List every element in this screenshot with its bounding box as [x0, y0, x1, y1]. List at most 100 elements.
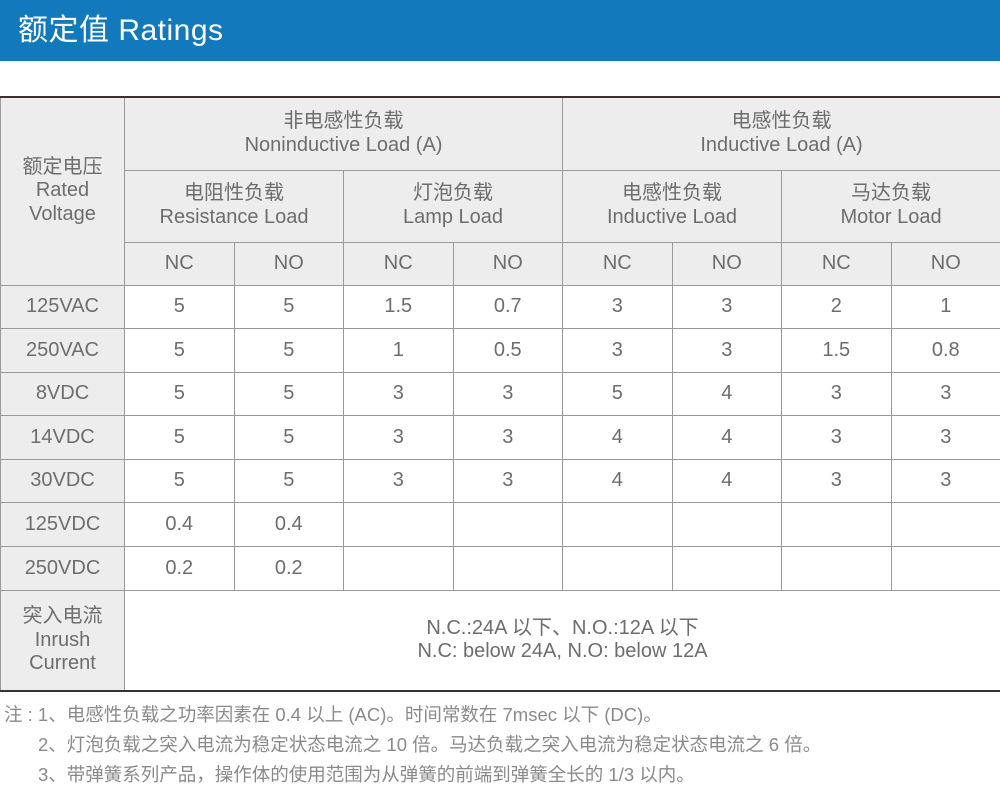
row-voltage-label: 250VAC [0, 328, 125, 373]
header-contact-2: NC [343, 241, 454, 286]
header-subgroup-lamp-load-cn: 灯泡负载 [413, 182, 493, 205]
cell-value [343, 502, 454, 548]
cell-value: 3 [452, 458, 564, 504]
header-subgroup-inductive-load-cn: 电感性负载 [622, 182, 723, 205]
table-row-inrush: 突入电流 Inrush Current N.C.:24A 以下、N.O.:12A… [0, 589, 1000, 693]
cell-value: 3 [343, 415, 454, 460]
header-group-noninductive-cn: 非电感性负载 [283, 110, 404, 133]
page-banner: 额定值 Ratings [0, 0, 1000, 61]
cell-value: 5 [233, 284, 344, 330]
cell-value: 1.5 [781, 328, 892, 373]
cell-value: 5 [233, 328, 344, 373]
cell-value: 3 [452, 371, 564, 417]
footnote-3: 3、带弹簧系列产品，操作体的使用范围为从弹簧的前端到弹簧全长的 1/3 以内。 [38, 763, 695, 785]
inrush-label-cn: 突入电流 [22, 605, 103, 628]
row-label-inrush-current: 突入电流 Inrush Current [0, 589, 125, 693]
cell-value: 5 [562, 371, 673, 417]
cell-value: 0.5 [452, 328, 564, 373]
ratings-table: 额定电压 Rated Voltage 非电感性负载 Noninductive L… [0, 96, 1000, 693]
header-subgroup-lamp-load-en: Lamp Load [402, 206, 504, 228]
cell-value [781, 502, 892, 548]
header-subgroup-inductive-load-en: Inductive Load [606, 206, 738, 228]
cell-value [671, 546, 783, 591]
cell-value: 5 [124, 328, 235, 373]
cell-value [562, 546, 673, 591]
cell-value: 5 [124, 458, 235, 504]
inrush-label-en1: Inrush [34, 628, 91, 651]
cell-value: 0.7 [452, 284, 564, 330]
header-subgroup-inductive-load: 电感性负载 Inductive Load [562, 169, 783, 243]
cell-value: 3 [890, 371, 1000, 417]
header-contact-5: NO [671, 241, 783, 286]
table-header-row-contacts: NC NO NC NO NC NO NC NO [1, 241, 1000, 286]
table-row: 125VDC 0.4 0.4 [0, 502, 1000, 548]
cell-value: 2 [781, 284, 892, 330]
cell-value: 0.4 [124, 502, 235, 548]
header-contact-6: NC [781, 241, 892, 286]
page-title: 额定值 Ratings [18, 13, 224, 47]
header-subgroup-resistance-load-en: Resistance Load [159, 206, 309, 228]
header-subgroup-motor-load: 马达负载 Motor Load [781, 169, 1000, 243]
cell-value: 1 [343, 328, 454, 373]
cell-value [890, 546, 1000, 591]
header-contact-4: NC [562, 241, 673, 286]
table-header-row-groups: 额定电压 Rated Voltage 非电感性负载 Noninductive L… [0, 96, 1000, 286]
header-subgroup-motor-load-en: Motor Load [840, 206, 942, 228]
row-voltage-label: 250VDC [0, 546, 125, 591]
table-row: 250VDC 0.2 0.2 [0, 546, 1000, 591]
header-rated-voltage-en2: Voltage [29, 203, 96, 226]
cell-value: 5 [124, 284, 235, 330]
table-row: 8VDC 5 5 3 3 5 4 3 3 [0, 371, 1000, 417]
cell-value: 3 [562, 328, 673, 373]
cell-value: 5 [233, 371, 344, 417]
header-contact-1: NO [233, 241, 344, 286]
cell-value: 5 [124, 415, 235, 460]
table-row: 125VAC 5 5 1.5 0.7 3 3 2 1 [0, 284, 1000, 330]
row-voltage-label: 8VDC [0, 371, 125, 417]
cell-value [890, 502, 1000, 548]
row-voltage-label: 125VAC [0, 284, 125, 330]
cell-value: 0.8 [890, 328, 1000, 373]
header-subgroup-resistance-load: 电阻性负载 Resistance Load [124, 169, 344, 243]
table-row: 14VDC 5 5 3 3 4 4 3 3 [0, 415, 1000, 460]
cell-value: 3 [562, 284, 673, 330]
cell-value: 3 [781, 371, 892, 417]
footnote-2: 2、灯泡负载之突入电流为稳定状态电流之 10 倍。马达负载之突入电流为稳定状态电… [38, 733, 822, 755]
header-rated-voltage-cn: 额定电压 [22, 155, 103, 178]
footnotes: 注 : 1、电感性负载之功率因素在 0.4 以上 (AC)。时间常数在 7mse… [0, 700, 1000, 790]
header-group-inductive-cn: 电感性负载 [731, 110, 832, 133]
cell-value: 1 [890, 284, 1000, 330]
cell-value: 3 [671, 284, 783, 330]
inrush-value-cn: N.C.:24A 以下、N.O.:12A 以下 [426, 616, 699, 639]
header-group-inductive-en: Inductive Load (A) [700, 133, 863, 156]
header-group-noninductive: 非电感性负载 Noninductive Load (A) [123, 96, 564, 171]
cell-value: 3 [671, 328, 783, 373]
cell-value: 4 [671, 458, 783, 504]
header-subgroup-resistance-load-cn: 电阻性负载 [184, 182, 284, 205]
cell-value [343, 546, 454, 591]
cell-value [452, 502, 564, 548]
cell-value [671, 502, 783, 548]
table-row: 250VAC 5 5 1 0.5 3 3 1.5 0.8 [0, 328, 1000, 373]
footnote-1: 注 : 1、电感性负载之功率因素在 0.4 以上 (AC)。时间常数在 7mse… [4, 704, 662, 725]
header-rated-voltage: 额定电压 Rated Voltage [0, 96, 125, 286]
header-contact-7: NO [890, 241, 1000, 286]
table-header-row-subgroups: 电阻性负载 Resistance Load 灯泡负载 Lamp Load 电感性… [1, 169, 1000, 243]
ratings-table-container: 额定电压 Rated Voltage 非电感性负载 Noninductive L… [0, 96, 1000, 693]
cell-value [452, 546, 564, 591]
inrush-label-en2: Current [29, 652, 96, 675]
cell-value [562, 502, 673, 548]
cell-value: 0.2 [124, 546, 235, 591]
cell-value: 5 [233, 415, 344, 460]
cell-value: 4 [562, 415, 673, 460]
cell-value: 4 [671, 415, 783, 460]
cell-value: 0.4 [233, 502, 344, 548]
cell-value: 3 [890, 458, 1000, 504]
cell-value: 5 [233, 458, 344, 504]
cell-value: 0.2 [233, 546, 344, 591]
cell-value: 4 [671, 371, 783, 417]
cell-value: 5 [124, 371, 235, 417]
cell-value: 3 [890, 415, 1000, 460]
cell-value: 3 [343, 371, 454, 417]
cell-value: 3 [452, 415, 564, 460]
